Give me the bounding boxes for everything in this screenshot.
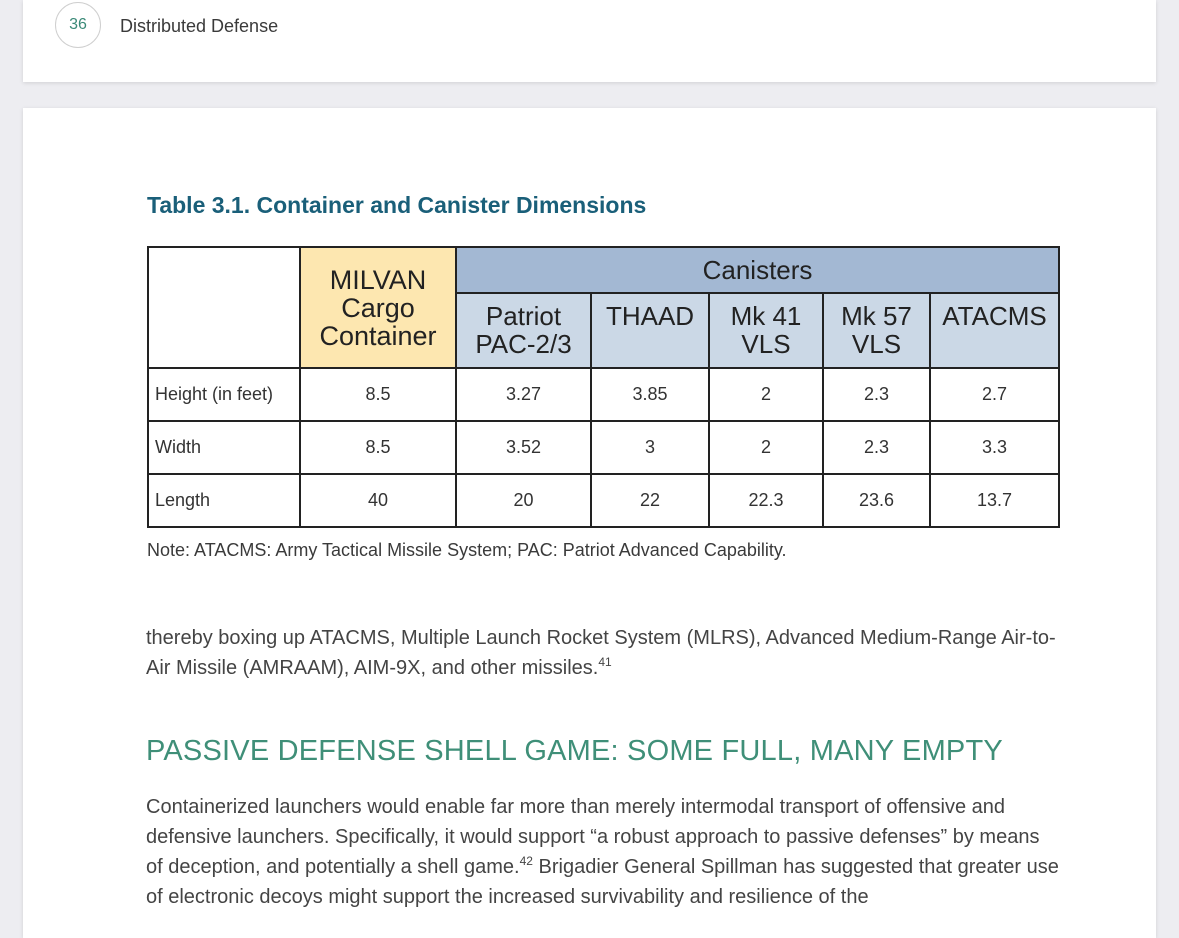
table-corner-cell [147, 246, 301, 369]
table-cell: 20 [455, 473, 592, 528]
page-header: 36 Distributed Defense [23, 0, 1156, 82]
header-milvan: MILVAN Cargo Container [299, 246, 457, 369]
body-paragraph: thereby boxing up ATACMS, Multiple Launc… [146, 623, 1061, 683]
table-cell: 3.85 [590, 367, 710, 422]
header-patriot: Patriot PAC-2/3 [455, 292, 592, 369]
row-label: Length [147, 473, 301, 528]
table-cell: 2.3 [822, 367, 931, 422]
table-cell: 2 [708, 420, 824, 475]
body-paragraph: Containerized launchers would enable far… [146, 792, 1061, 912]
section-heading: PASSIVE DEFENSE SHELL GAME: SOME FULL, M… [146, 735, 1003, 767]
header-atacms: ATACMS [928, 292, 1061, 369]
table-cell: 8.5 [299, 420, 457, 475]
paragraph-text: Containerized launchers would enable far… [146, 796, 1040, 878]
header-milvan-line: Cargo [341, 292, 415, 323]
table-note: Note: ATACMS: Army Tactical Missile Syst… [147, 540, 787, 560]
table-cell: 2.3 [822, 420, 931, 475]
table-cell: 3 [590, 420, 710, 475]
paragraph-text: thereby boxing up ATACMS, Multiple Launc… [146, 627, 1056, 679]
table-cell: 2.7 [928, 367, 1061, 422]
row-label: Width [147, 420, 301, 475]
table-row: Width 8.5 3.52 3 2 2.3 3.3 [147, 420, 1061, 475]
table-cell: 22 [590, 473, 710, 528]
table-cell: 23.6 [822, 473, 931, 528]
header-mk41: Mk 41 VLS [708, 292, 824, 369]
table-cell: 22.3 [708, 473, 824, 528]
table-cell: 3.27 [455, 367, 592, 422]
table-title: Table 3.1. Container and Canister Dimens… [147, 192, 647, 218]
header-thaad: THAAD [590, 292, 710, 369]
header-canisters-group: Canisters [454, 246, 1061, 294]
page-content: Table 3.1. Container and Canister Dimens… [23, 108, 1156, 938]
table-cell: 2 [708, 367, 824, 422]
dimensions-table: MILVAN Cargo Container Canisters Patriot… [147, 246, 1061, 528]
header-milvan-line: Container [319, 320, 437, 351]
footnote-ref-42[interactable]: 42 [519, 854, 533, 868]
header-milvan-line: MILVAN [329, 264, 427, 295]
running-title: Distributed Defense [120, 16, 279, 36]
header-mk57: Mk 57 VLS [822, 292, 931, 369]
table-cell: 8.5 [299, 367, 457, 422]
table-cell: 13.7 [928, 473, 1061, 528]
table-cell: 3.52 [455, 420, 592, 475]
table-row: Length 40 20 22 22.3 23.6 13.7 [147, 473, 1061, 528]
row-label: Height (in feet) [147, 367, 301, 422]
table-cell: 3.3 [928, 420, 1061, 475]
page-number-badge: 36 [55, 2, 101, 48]
table-cell: 40 [299, 473, 457, 528]
paragraph-text: Brigadier General Spillman has suggested… [146, 856, 1059, 908]
table-row: Height (in feet) 8.5 3.27 3.85 2 2.3 2.7 [147, 367, 1061, 422]
footnote-ref-41[interactable]: 41 [598, 655, 612, 669]
